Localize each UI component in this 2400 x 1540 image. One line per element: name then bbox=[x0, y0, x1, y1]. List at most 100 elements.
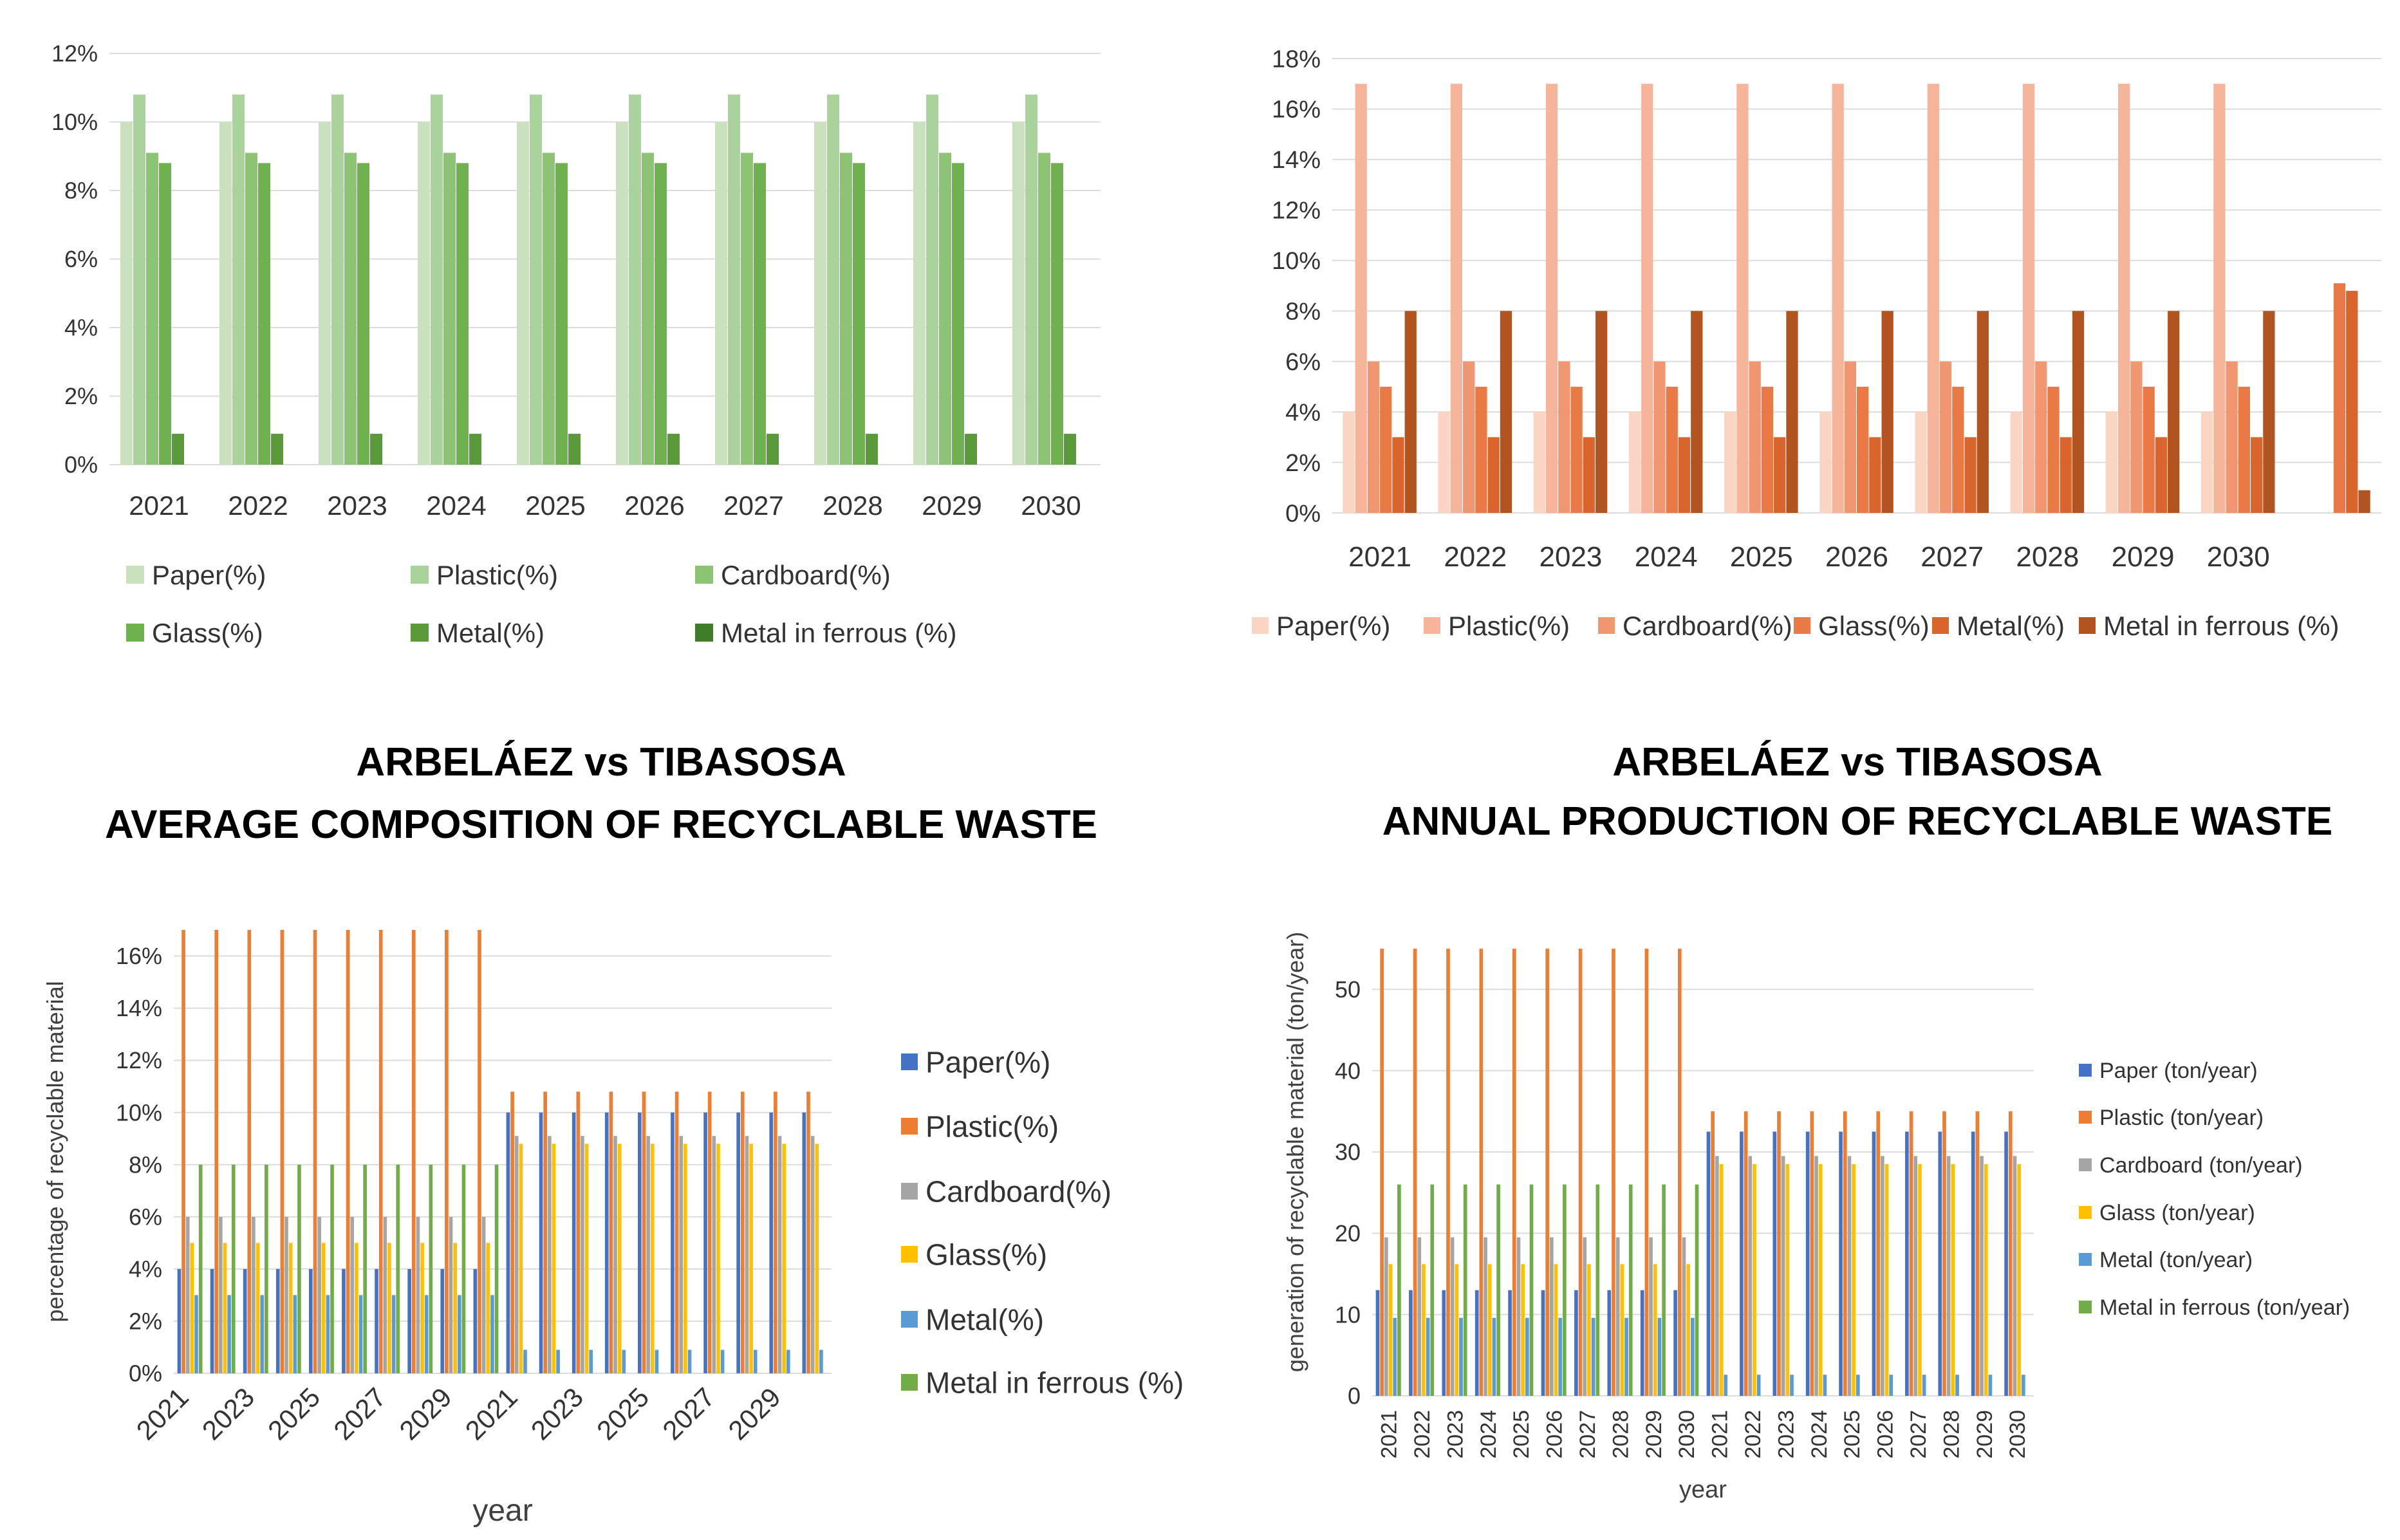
bar bbox=[769, 1112, 774, 1373]
x-tick-label: 2030 bbox=[1675, 1410, 1699, 1459]
bar bbox=[1533, 412, 1545, 513]
bar bbox=[159, 163, 172, 465]
bar bbox=[396, 1164, 400, 1373]
bar bbox=[2333, 283, 2346, 513]
bar bbox=[1823, 1375, 1827, 1396]
bar bbox=[1942, 1111, 1946, 1396]
x-tick-label: 2025 bbox=[591, 1382, 655, 1445]
chart-top-left: 0% 2% 4% 6% 8% 10% 12% 2021 2022 2023 2024 2025 2026… bbox=[51, 41, 1101, 648]
bar bbox=[1438, 412, 1450, 513]
bar bbox=[133, 94, 145, 465]
y-tick-label: 8% bbox=[64, 178, 98, 204]
bar bbox=[1529, 1184, 1534, 1396]
bar bbox=[1649, 1237, 1653, 1396]
bar bbox=[346, 930, 350, 1373]
y-tick-label: 0% bbox=[1285, 500, 1321, 527]
bar bbox=[214, 930, 219, 1373]
bar bbox=[1881, 311, 1893, 513]
bar bbox=[1583, 437, 1595, 513]
bar bbox=[1570, 386, 1583, 513]
legend-swatch bbox=[901, 1311, 918, 1328]
bar bbox=[443, 153, 456, 465]
bar bbox=[1388, 1264, 1393, 1396]
y-tick-label: 8% bbox=[129, 1151, 162, 1178]
x-tick-label: 2025 bbox=[262, 1382, 326, 1445]
legend-label: Plastic (ton/year) bbox=[2099, 1106, 2264, 1130]
legend-swatch bbox=[901, 1246, 918, 1263]
x-tick-label: 2022 bbox=[1741, 1410, 1765, 1459]
x-tick-label: 2021 bbox=[460, 1382, 523, 1445]
bar bbox=[1541, 1290, 1545, 1396]
bar bbox=[720, 1350, 725, 1373]
bar bbox=[753, 1350, 758, 1373]
bar bbox=[326, 1295, 330, 1373]
bar bbox=[1025, 94, 1037, 465]
bar bbox=[1971, 1131, 1975, 1396]
legend-swatch bbox=[2079, 617, 2096, 634]
bar bbox=[449, 1216, 453, 1373]
x-tick-label: 2028 bbox=[823, 490, 882, 521]
bar bbox=[284, 1216, 288, 1373]
bar bbox=[1422, 1264, 1426, 1396]
bar bbox=[223, 1243, 227, 1373]
bar bbox=[256, 1243, 260, 1373]
bar bbox=[576, 1091, 581, 1373]
legend-label: Metal(%) bbox=[436, 618, 544, 648]
bar bbox=[1492, 1317, 1496, 1396]
legend-swatch bbox=[2079, 1206, 2092, 1219]
bar bbox=[1393, 1317, 1397, 1396]
bar bbox=[604, 1112, 609, 1373]
legend-item: Paper(%) bbox=[1252, 611, 1390, 641]
x-tick-label: 2026 bbox=[1825, 541, 1888, 573]
x-tick-label: 2027 bbox=[1576, 1410, 1600, 1459]
legend-label: Metal in ferrous (%) bbox=[926, 1366, 1184, 1400]
bar bbox=[2013, 1156, 2017, 1396]
bar bbox=[1761, 386, 1774, 513]
legend-label: Glass(%) bbox=[1818, 611, 1930, 641]
bar bbox=[2200, 412, 2213, 513]
bar bbox=[1938, 1131, 1942, 1396]
title-composition-line1: ARBELÁEZ vs TIBASOSA bbox=[356, 740, 846, 784]
bar bbox=[745, 1136, 749, 1373]
legend-item: Cardboard(%) bbox=[695, 560, 891, 590]
bar bbox=[1516, 1237, 1521, 1396]
bar bbox=[1640, 1290, 1644, 1396]
bar bbox=[1744, 1111, 1748, 1396]
bar bbox=[1487, 1264, 1492, 1396]
bar bbox=[1690, 1317, 1695, 1396]
bar bbox=[420, 1243, 424, 1373]
title-composition: ARBELÁEZ vs TIBASOSA AVERAGE COMPOSITION… bbox=[105, 740, 1097, 847]
bar bbox=[938, 153, 951, 465]
bar bbox=[581, 1136, 584, 1373]
bar bbox=[1691, 311, 1703, 513]
x-tick-label: 2025 bbox=[1730, 541, 1793, 573]
bar bbox=[1624, 1317, 1628, 1396]
legend-label: Plastic(%) bbox=[1448, 611, 1570, 641]
bar bbox=[1666, 386, 1678, 513]
legend-swatch bbox=[695, 566, 713, 584]
bar bbox=[1786, 311, 1798, 513]
bar bbox=[318, 122, 331, 465]
bar bbox=[344, 153, 357, 465]
legend-swatch bbox=[2079, 1301, 2092, 1313]
legend-swatch bbox=[1424, 617, 1440, 634]
legend-label: Cardboard(%) bbox=[721, 560, 891, 590]
y-tick-label: 4% bbox=[64, 315, 98, 341]
x-tick-label: 2021 bbox=[1348, 541, 1411, 573]
title-production: ARBELÁEZ vs TIBASOSA ANNUAL PRODUCTION O… bbox=[1382, 740, 2333, 844]
legend-label: Cardboard(%) bbox=[1623, 611, 1792, 641]
bar bbox=[2105, 412, 2118, 513]
bar bbox=[1946, 1156, 1951, 1396]
y-tick-label: 0% bbox=[129, 1360, 162, 1387]
bar bbox=[1463, 1184, 1467, 1396]
bar bbox=[806, 1091, 810, 1373]
bar bbox=[1392, 437, 1404, 513]
legend-item: Metal in ferrous (%) bbox=[901, 1366, 1184, 1400]
bar bbox=[519, 1144, 523, 1373]
bar bbox=[1876, 1111, 1881, 1396]
bar bbox=[1884, 1164, 1889, 1396]
bar bbox=[1521, 1264, 1525, 1396]
y-tick-label: 10 bbox=[1335, 1301, 1361, 1328]
bar bbox=[375, 1268, 378, 1373]
bar bbox=[469, 434, 482, 465]
